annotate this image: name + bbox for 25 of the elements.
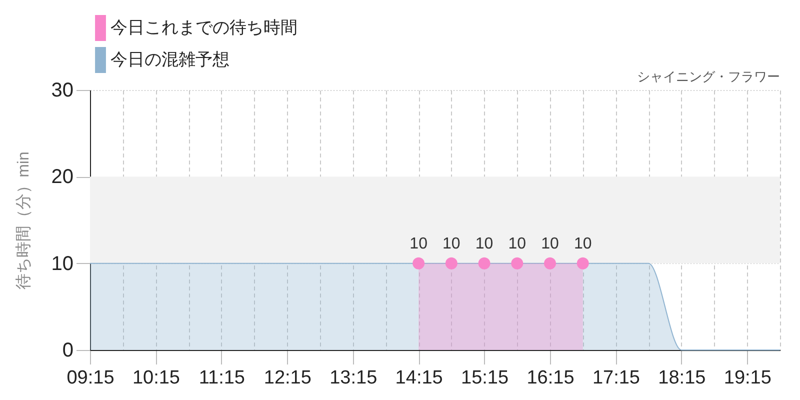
legend-label: 今日の混雑予想 xyxy=(110,50,230,69)
y-tick-label: 10 xyxy=(51,252,74,275)
x-tick-label: 11:15 xyxy=(198,368,245,388)
x-tick-label: 10:15 xyxy=(132,368,180,388)
data-label: 10 xyxy=(410,235,428,252)
x-tick-label: 18:15 xyxy=(658,368,706,388)
x-tick-label: 15:15 xyxy=(461,368,509,388)
data-label: 10 xyxy=(541,235,559,252)
x-tick-label: 09:15 xyxy=(66,368,114,388)
y-axis-title: 待ち時間（分）min xyxy=(14,152,32,290)
x-tick-label: 19:15 xyxy=(724,368,772,388)
data-label: 10 xyxy=(442,235,460,252)
data-label: 10 xyxy=(508,235,526,252)
data-label: 10 xyxy=(574,235,592,252)
y-tick-label: 0 xyxy=(62,340,74,362)
x-tick-label: 13:15 xyxy=(330,368,378,388)
y-tick-label: 30 xyxy=(51,80,74,102)
data-label: 10 xyxy=(475,235,494,252)
x-tick-label: 12:15 xyxy=(264,368,312,388)
x-tick-label: 16:15 xyxy=(526,368,574,388)
legend-label: 今日これまでの待ち時間 xyxy=(110,18,298,37)
y-tick-label: 20 xyxy=(51,166,74,188)
x-tick-label: 17:15 xyxy=(592,368,640,388)
chart-title: シャイニング・フラワー xyxy=(637,69,780,84)
x-tick-label: 14:15 xyxy=(395,368,443,388)
